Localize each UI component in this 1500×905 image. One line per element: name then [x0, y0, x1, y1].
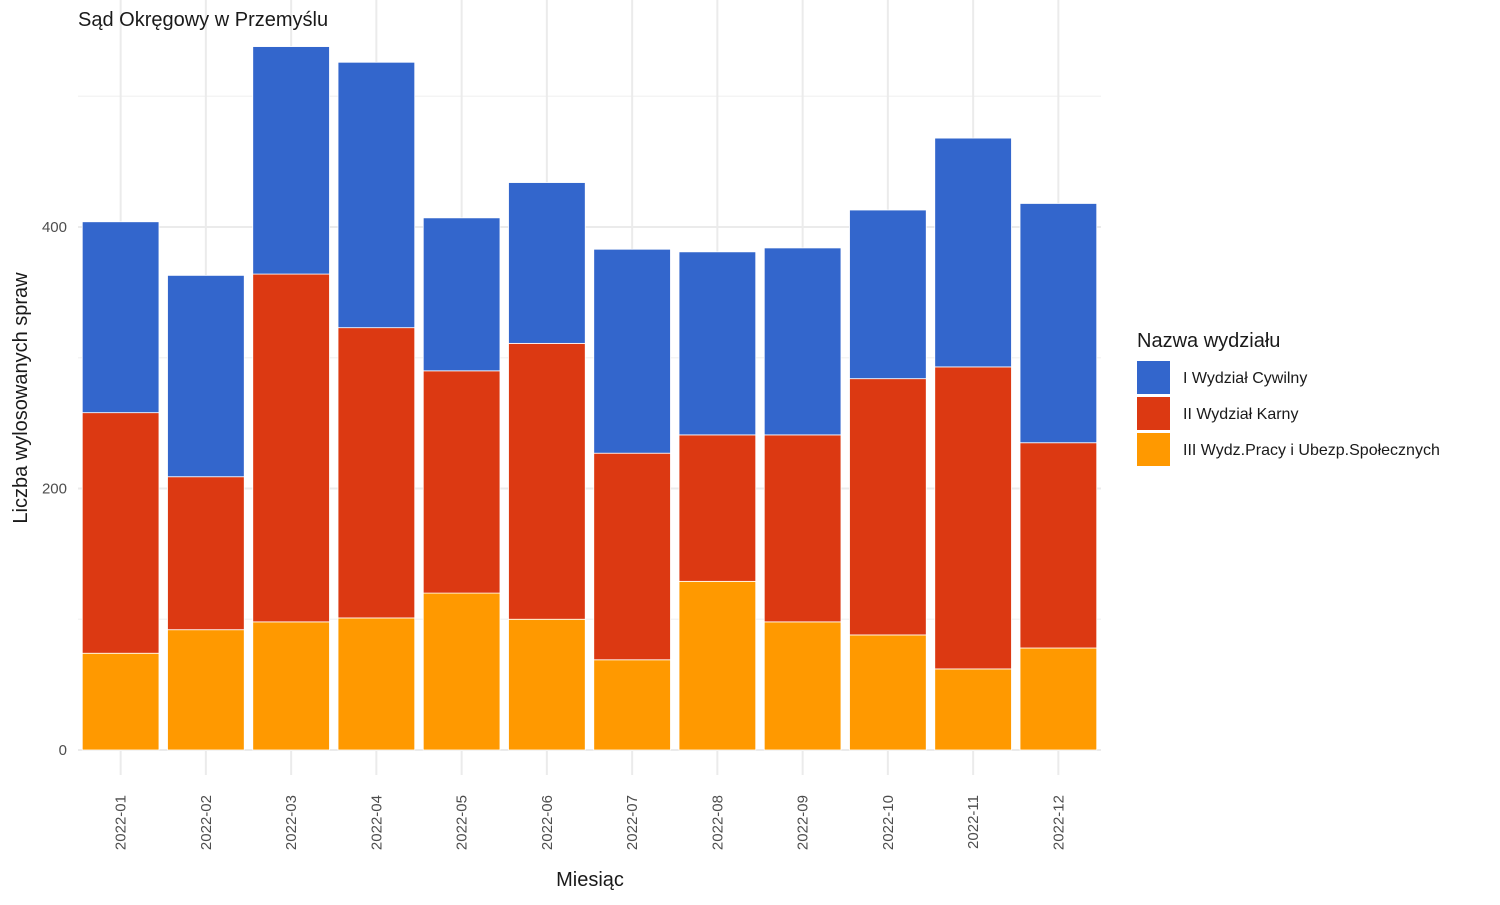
bars: 2022-01 — III Wydz.Pracy i Ubezp.Społecz… — [81, 46, 1098, 751]
bar-segment: 2022-07 — I Wydział Cywilny: 156 — [593, 248, 671, 454]
legend-swatch — [1137, 361, 1170, 394]
x-tick-label: 2022-08 — [709, 795, 726, 850]
bar-segment: 2022-01 — III Wydz.Pracy i Ubezp.Społecz… — [81, 652, 160, 751]
x-axis-title: Miesiąc — [556, 869, 624, 891]
legend-swatch — [1137, 397, 1170, 430]
y-tick-label: 200 — [42, 481, 67, 498]
bar-segment: 2022-08 — II Wydział Karny: 112 — [678, 434, 757, 582]
bar-segment: 2022-11 — I Wydział Cywilny: 175 — [934, 137, 1012, 368]
bar-segment: 2022-10 — III Wydz.Pracy i Ubezp.Społecz… — [849, 634, 927, 751]
x-tick-label: 2022-09 — [795, 795, 812, 850]
bar-segment: 2022-09 — I Wydział Cywilny: 143 — [763, 247, 842, 436]
bar-segment: 2022-10 — I Wydział Cywilny: 129 — [849, 209, 927, 380]
x-tick-label: 2022-11 — [965, 795, 982, 849]
legend-title: Nazwa wydziału — [1137, 330, 1280, 352]
bar-segment: 2022-10 — II Wydział Karny: 196 — [849, 378, 927, 636]
bar-segment: 2022-06 — III Wydz.Pracy i Ubezp.Społecz… — [508, 618, 586, 751]
bar-segment: 2022-06 — II Wydział Karny: 211 — [508, 342, 586, 620]
legend-swatch — [1137, 433, 1170, 466]
bar-segment: 2022-08 — III Wydz.Pracy i Ubezp.Społecz… — [678, 580, 757, 751]
y-axis-title: Liczba wylosowanych spraw — [10, 272, 32, 524]
bar-segment: 2022-11 — III Wydz.Pracy i Ubezp.Społecz… — [934, 668, 1012, 751]
bar-segment: 2022-05 — III Wydz.Pracy i Ubezp.Społecz… — [422, 592, 501, 751]
bar-segment: 2022-11 — II Wydział Karny: 231 — [934, 366, 1012, 670]
legend-label: III Wydz.Pracy i Ubezp.Społecznych — [1183, 442, 1440, 459]
bar-segment: 2022-03 — III Wydz.Pracy i Ubezp.Społecz… — [252, 621, 330, 751]
y-tick-label: 0 — [59, 742, 67, 759]
bar-segment: 2022-09 — II Wydział Karny: 143 — [763, 434, 842, 623]
axes: 0 200 400 2022-01 2022-02 2022-03 2022-04 2022-… — [42, 219, 1067, 850]
x-tick-label: 2022-05 — [454, 795, 471, 850]
bar-segment: 2022-02 — I Wydział Cywilny: 154 — [167, 274, 245, 478]
bar-segment: 2022-06 — I Wydział Cywilny: 123 — [508, 182, 586, 344]
bar-segment: 2022-12 — III Wydz.Pracy i Ubezp.Społecz… — [1019, 647, 1098, 751]
bar-segment: 2022-08 — I Wydział Cywilny: 140 — [678, 251, 757, 436]
bar-segment: 2022-05 — II Wydział Karny: 170 — [422, 370, 501, 594]
legend-label: I Wydział Cywilny — [1183, 370, 1307, 387]
bar-segment: 2022-04 — III Wydz.Pracy i Ubezp.Społecz… — [337, 617, 416, 751]
bar-segment: 2022-09 — III Wydz.Pracy i Ubezp.Społecz… — [763, 621, 842, 751]
bar-segment: 2022-12 — II Wydział Karny: 157 — [1019, 442, 1098, 649]
bar-segment: 2022-07 — III Wydz.Pracy i Ubezp.Społecz… — [593, 659, 671, 751]
x-tick-label: 2022-01 — [113, 795, 130, 850]
bar-segment: 2022-04 — II Wydział Karny: 222 — [337, 327, 416, 619]
bar-segment: 2022-03 — I Wydział Cywilny: 174 — [252, 46, 330, 275]
y-tick-label: 400 — [42, 219, 67, 236]
x-tick-label: 2022-07 — [624, 795, 641, 850]
bar-segment: 2022-01 — I Wydział Cywilny: 146 — [81, 221, 160, 414]
bar-segment: 2022-07 — II Wydział Karny: 158 — [593, 452, 671, 661]
bar-segment: 2022-12 — I Wydział Cywilny: 183 — [1019, 203, 1098, 444]
bar-segment: 2022-02 — II Wydział Karny: 117 — [167, 476, 245, 631]
legend-label: II Wydział Karny — [1183, 406, 1298, 423]
x-tick-label: 2022-03 — [283, 795, 300, 850]
bar-segment: 2022-03 — II Wydział Karny: 266 — [252, 273, 330, 623]
bar-segment: 2022-05 — I Wydział Cywilny: 117 — [422, 217, 501, 372]
chart-title: Sąd Okręgowy w Przemyślu — [78, 9, 328, 31]
bar-segment: 2022-04 — I Wydział Cywilny: 203 — [337, 61, 416, 329]
x-tick-label: 2022-02 — [198, 795, 215, 850]
legend: Nazwa wydziału I Wydział Cywilny II Wydzi… — [1137, 330, 1440, 466]
bar-segment: 2022-02 — III Wydz.Pracy i Ubezp.Społecz… — [167, 629, 245, 751]
x-tick-label: 2022-06 — [539, 795, 556, 850]
x-tick-label: 2022-10 — [880, 795, 897, 850]
bar-segment: 2022-01 — II Wydział Karny: 184 — [81, 412, 160, 654]
x-tick-label: 2022-12 — [1050, 795, 1067, 850]
x-tick-label: 2022-04 — [368, 795, 385, 850]
